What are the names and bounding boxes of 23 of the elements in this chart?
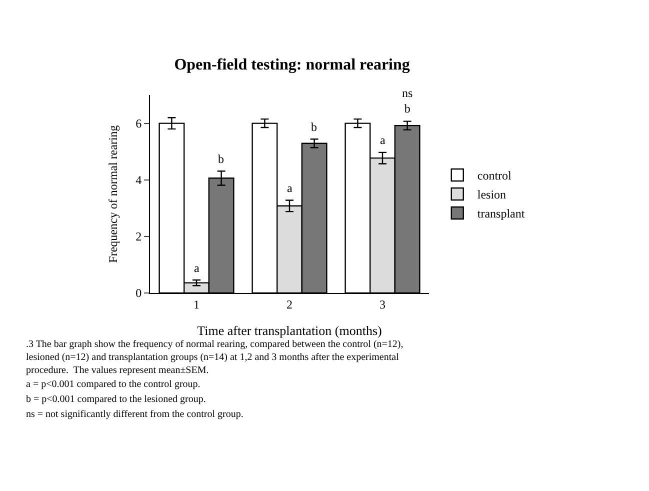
x-tick-label: 1 (194, 297, 200, 312)
y-axis-title: Frequency of normal rearing (106, 125, 120, 263)
text: b = p<0.001 compared to the lesioned group. (26, 394, 206, 405)
text: a = p<0.001 compared to the control group. (26, 379, 200, 390)
text: ns = not significantly different from the control group. (26, 409, 244, 420)
y-tick-label: 2 (136, 230, 142, 244)
data-label: b (311, 120, 317, 134)
text: .3 The bar graph show the frequency of normal rearing, compared between the control (n=12), lesioned (n=12) and transplantation groups (n=14) at 1,2 and 3 months after the experimental procedure. The values represent mean±SEM. (26, 339, 404, 376)
x-axis-title: Time after transplantation (months) (197, 323, 382, 338)
data-label: a (287, 181, 293, 195)
y-tick-label: 6 (136, 116, 142, 130)
data-label: ns b (402, 86, 413, 116)
legend-label: transplant (477, 206, 526, 221)
data-label: a (194, 261, 200, 275)
y-tick-label: 4 (136, 173, 142, 188)
data-label: b (218, 152, 224, 166)
data-label: a (380, 133, 386, 147)
legend-label: control (477, 168, 512, 183)
x-tick-label: 3 (380, 297, 386, 312)
legend-label: lesion (477, 188, 506, 202)
x-tick-label: 2 (286, 297, 292, 312)
chart-title: Open-field testing: normal rearing (174, 56, 410, 74)
y-tick-label: 0 (136, 286, 142, 300)
